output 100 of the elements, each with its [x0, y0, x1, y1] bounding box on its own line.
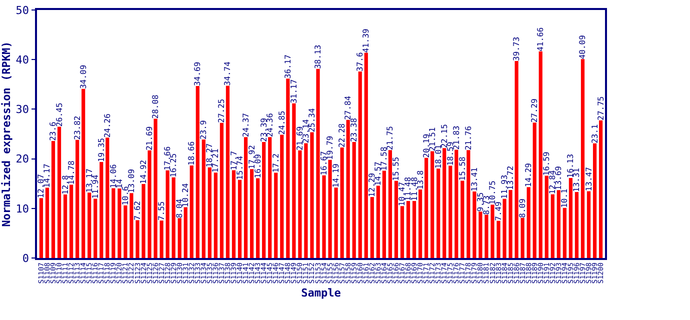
bar [94, 198, 98, 258]
y-axis-title: Normalized expression (RPKM) [0, 41, 13, 227]
data-label: 27.29 [530, 98, 540, 123]
bar [310, 132, 314, 258]
bar [442, 148, 446, 258]
bar [394, 180, 398, 258]
y-tick-label: 0 [22, 252, 30, 265]
bar [490, 204, 494, 258]
data-label: 23.38 [350, 118, 359, 142]
y-tick-label: 20 [16, 152, 30, 166]
data-label: 19.79 [326, 136, 335, 160]
data-label: 13.69 [554, 166, 564, 190]
data-label: 39.73 [512, 36, 522, 61]
bar [550, 194, 554, 258]
data-label: 13.31 [572, 168, 582, 192]
bar [280, 134, 284, 258]
bar [82, 88, 86, 258]
bar [406, 201, 410, 258]
data-label: 27.84 [344, 96, 353, 120]
data-label: 24.26 [102, 113, 112, 138]
bar [460, 180, 464, 258]
data-label: 40.09 [578, 34, 588, 60]
data-label: 19.35 [96, 138, 106, 162]
data-label: 41.39 [362, 28, 371, 53]
bar [532, 122, 536, 258]
bar [76, 140, 80, 258]
bar [430, 151, 434, 258]
bar [202, 139, 206, 258]
data-label: 24.85 [277, 110, 286, 135]
data-label: 14.17 [42, 163, 52, 188]
bar [184, 207, 188, 258]
data-label: 41.66 [536, 27, 546, 52]
bar [172, 177, 176, 258]
data-label: 23.1 [590, 124, 600, 144]
data-label: 13.41 [470, 167, 479, 192]
data-label: 34.09 [78, 64, 88, 89]
data-label: 38.13 [313, 44, 322, 69]
bar [316, 68, 320, 258]
bar [88, 192, 92, 258]
data-label: 22.28 [338, 123, 347, 148]
bar [190, 165, 194, 258]
bar [526, 187, 530, 258]
data-label: 8.09 [518, 198, 528, 218]
bar [586, 191, 591, 258]
bar [136, 220, 140, 258]
data-label: 18.66 [187, 141, 196, 166]
bar [484, 214, 488, 258]
bar [238, 180, 242, 258]
bar [574, 192, 579, 258]
data-label: 31.17 [289, 79, 298, 104]
data-label: 13.72 [506, 166, 516, 190]
bar [538, 51, 542, 258]
bar [400, 206, 404, 258]
data-label: 17.21 [211, 148, 220, 173]
bar [268, 137, 272, 258]
bar [412, 201, 416, 258]
data-label: 36.17 [283, 54, 292, 79]
bar [118, 188, 122, 258]
bar [45, 188, 50, 258]
bar [262, 142, 266, 258]
bar [142, 184, 146, 258]
data-label: 21.76 [464, 126, 473, 150]
bar [346, 120, 350, 258]
bar [106, 138, 110, 258]
y-tick-label: 10 [16, 202, 30, 216]
data-label: 14.29 [524, 162, 534, 188]
data-label: 34.74 [223, 61, 232, 86]
bar [178, 218, 182, 258]
data-label: 37.6 [356, 52, 365, 72]
bar [286, 78, 290, 258]
data-label: 7.62 [132, 200, 142, 220]
data-label: 7.49 [494, 201, 503, 221]
bar [256, 178, 260, 258]
y-tick-label: 40 [16, 53, 30, 66]
bar [57, 126, 62, 258]
bar [544, 176, 548, 258]
bar [334, 188, 338, 258]
data-label: 26.45 [54, 102, 64, 127]
bar [214, 172, 218, 258]
data-label: 15.74 [235, 156, 244, 180]
bar [376, 186, 380, 258]
data-label: 23.9 [199, 120, 208, 140]
bar [598, 120, 603, 258]
data-label: 7.55 [157, 201, 166, 221]
data-label: 34.69 [193, 62, 202, 86]
bar [130, 193, 134, 258]
data-label: 10.1 [560, 188, 570, 208]
data-label: 21.69 [145, 126, 154, 150]
bar [568, 178, 573, 258]
bar [51, 140, 56, 258]
bar [556, 190, 560, 258]
data-label: 13.47 [584, 166, 594, 192]
data-label: 13.09 [126, 168, 136, 194]
data-label: 16.25 [169, 153, 178, 178]
bar [496, 220, 500, 258]
bar [328, 160, 332, 258]
bar [208, 167, 212, 258]
bar [100, 162, 104, 258]
bar [244, 137, 248, 258]
bar [592, 143, 597, 258]
